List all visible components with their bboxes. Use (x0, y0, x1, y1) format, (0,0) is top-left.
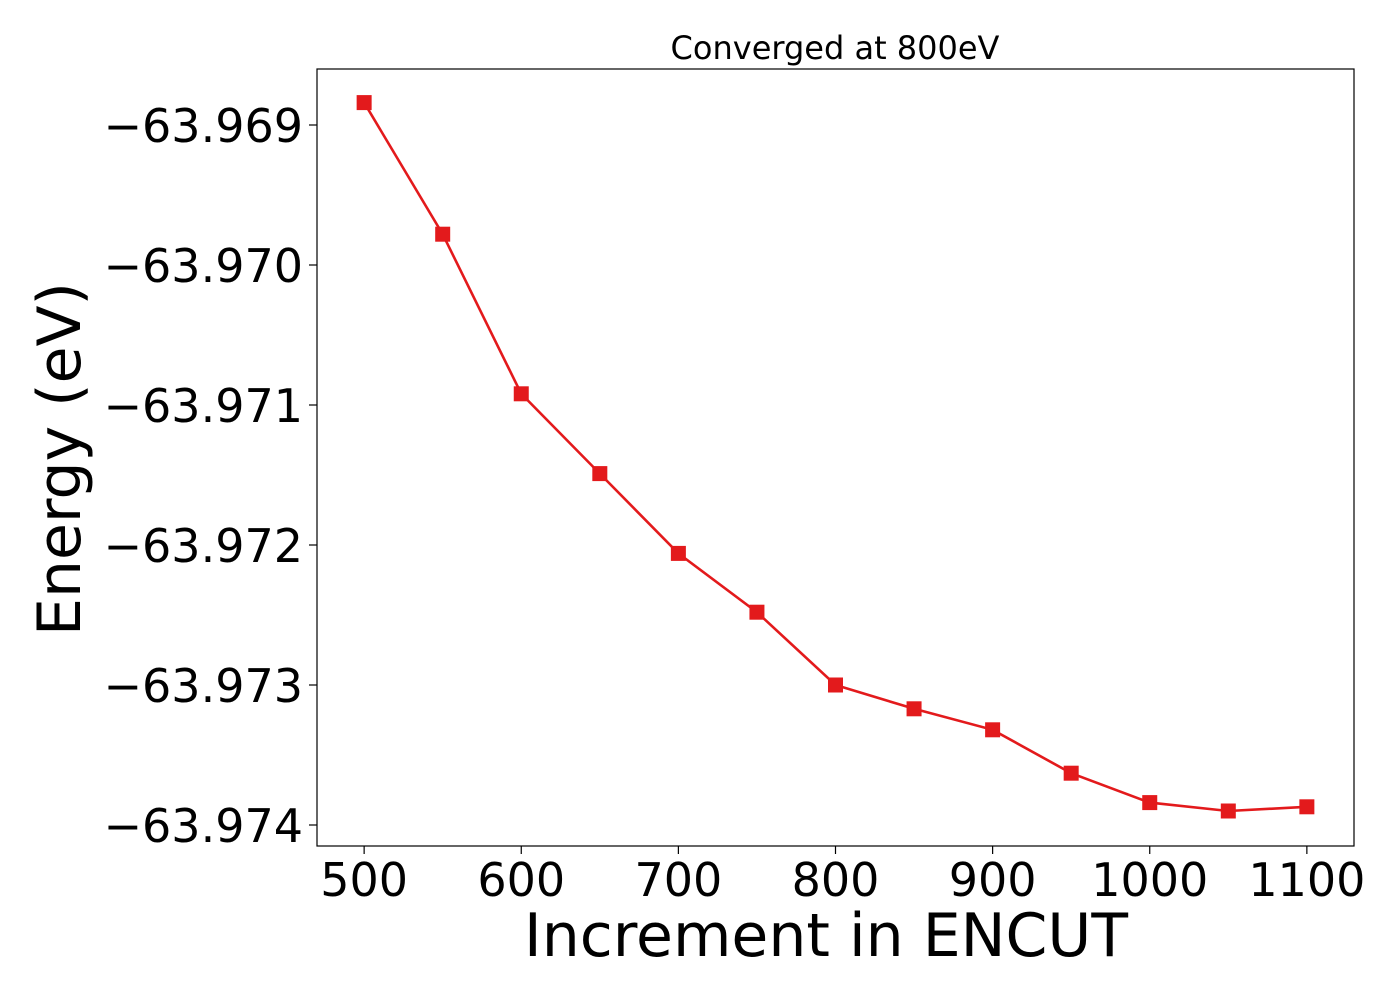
y-axis: −63.969 −63.970 −63.971 −63.972 −63.973 −63.9… (104, 99, 317, 853)
x-tick-label: 900 (949, 853, 1037, 907)
y-axis-label: Energy (eV) (25, 282, 95, 636)
x-tick-label: 800 (792, 853, 880, 907)
data-point (906, 701, 922, 717)
data-point (749, 604, 765, 620)
y-tick-label: −63.974 (104, 799, 304, 853)
data-point (985, 722, 1001, 738)
x-tick-label: 500 (320, 853, 408, 907)
plot-area (316, 68, 1355, 847)
series-layer (356, 95, 1315, 819)
y-tick-label: −63.973 (104, 659, 304, 713)
data-point (356, 95, 372, 111)
x-tick-label: 1000 (1091, 853, 1208, 907)
data-point (670, 545, 686, 561)
x-tick-label: 1100 (1248, 853, 1365, 907)
data-point (513, 386, 529, 402)
data-point (1063, 765, 1079, 781)
data-point (592, 466, 608, 482)
data-point (1142, 795, 1158, 811)
x-axis-label: Increment in ENCUT (524, 901, 1128, 971)
y-tick-label: −63.969 (104, 99, 304, 153)
x-tick-label: 600 (477, 853, 565, 907)
x-tick-label: 700 (634, 853, 722, 907)
data-point (1220, 803, 1236, 819)
chart-title: Converged at 800eV (671, 29, 1000, 67)
data-point (828, 677, 843, 693)
data-point (1299, 799, 1315, 815)
y-tick-label: −63.972 (104, 519, 304, 573)
series-line (363, 101, 1307, 813)
data-point (435, 226, 451, 242)
y-tick-label: −63.971 (104, 379, 304, 433)
y-tick-label: −63.970 (104, 239, 304, 293)
x-axis: 500 600 700 800 900 1000 1100 (320, 846, 1365, 907)
